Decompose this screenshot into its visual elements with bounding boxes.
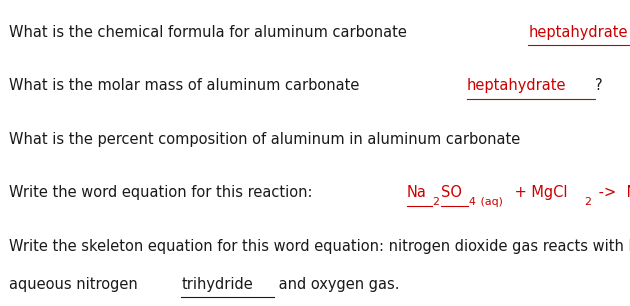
Text: NaCl: NaCl [622,185,630,200]
Text: (aq): (aq) [477,197,503,207]
Text: ?: ? [595,78,603,93]
Text: What is the chemical formula for aluminum carbonate: What is the chemical formula for aluminu… [9,24,411,40]
Text: ->: -> [593,185,616,200]
Text: trihydride: trihydride [181,277,253,292]
Text: What is the percent composition of aluminum in aluminum carbonate: What is the percent composition of alumi… [9,132,525,147]
Text: What is the molar mass of aluminum carbonate: What is the molar mass of aluminum carbo… [9,78,364,93]
Text: Na: Na [406,185,427,200]
Text: aqueous nitrogen: aqueous nitrogen [9,277,142,292]
Text: and oxygen gas.: and oxygen gas. [273,277,399,292]
Text: 2: 2 [585,197,592,207]
Text: heptahydrate: heptahydrate [467,78,566,93]
Text: Write the word equation for this reaction:: Write the word equation for this reactio… [9,185,317,200]
Text: Write the skeleton equation for this word equation: nitrogen dioxide gas reacts : Write the skeleton equation for this wor… [9,239,630,254]
Text: SO: SO [441,185,462,200]
Text: 4: 4 [468,197,475,207]
Text: heptahydrate: heptahydrate [529,24,628,40]
Text: 2: 2 [432,197,439,207]
Text: + MgCl: + MgCl [510,185,568,200]
